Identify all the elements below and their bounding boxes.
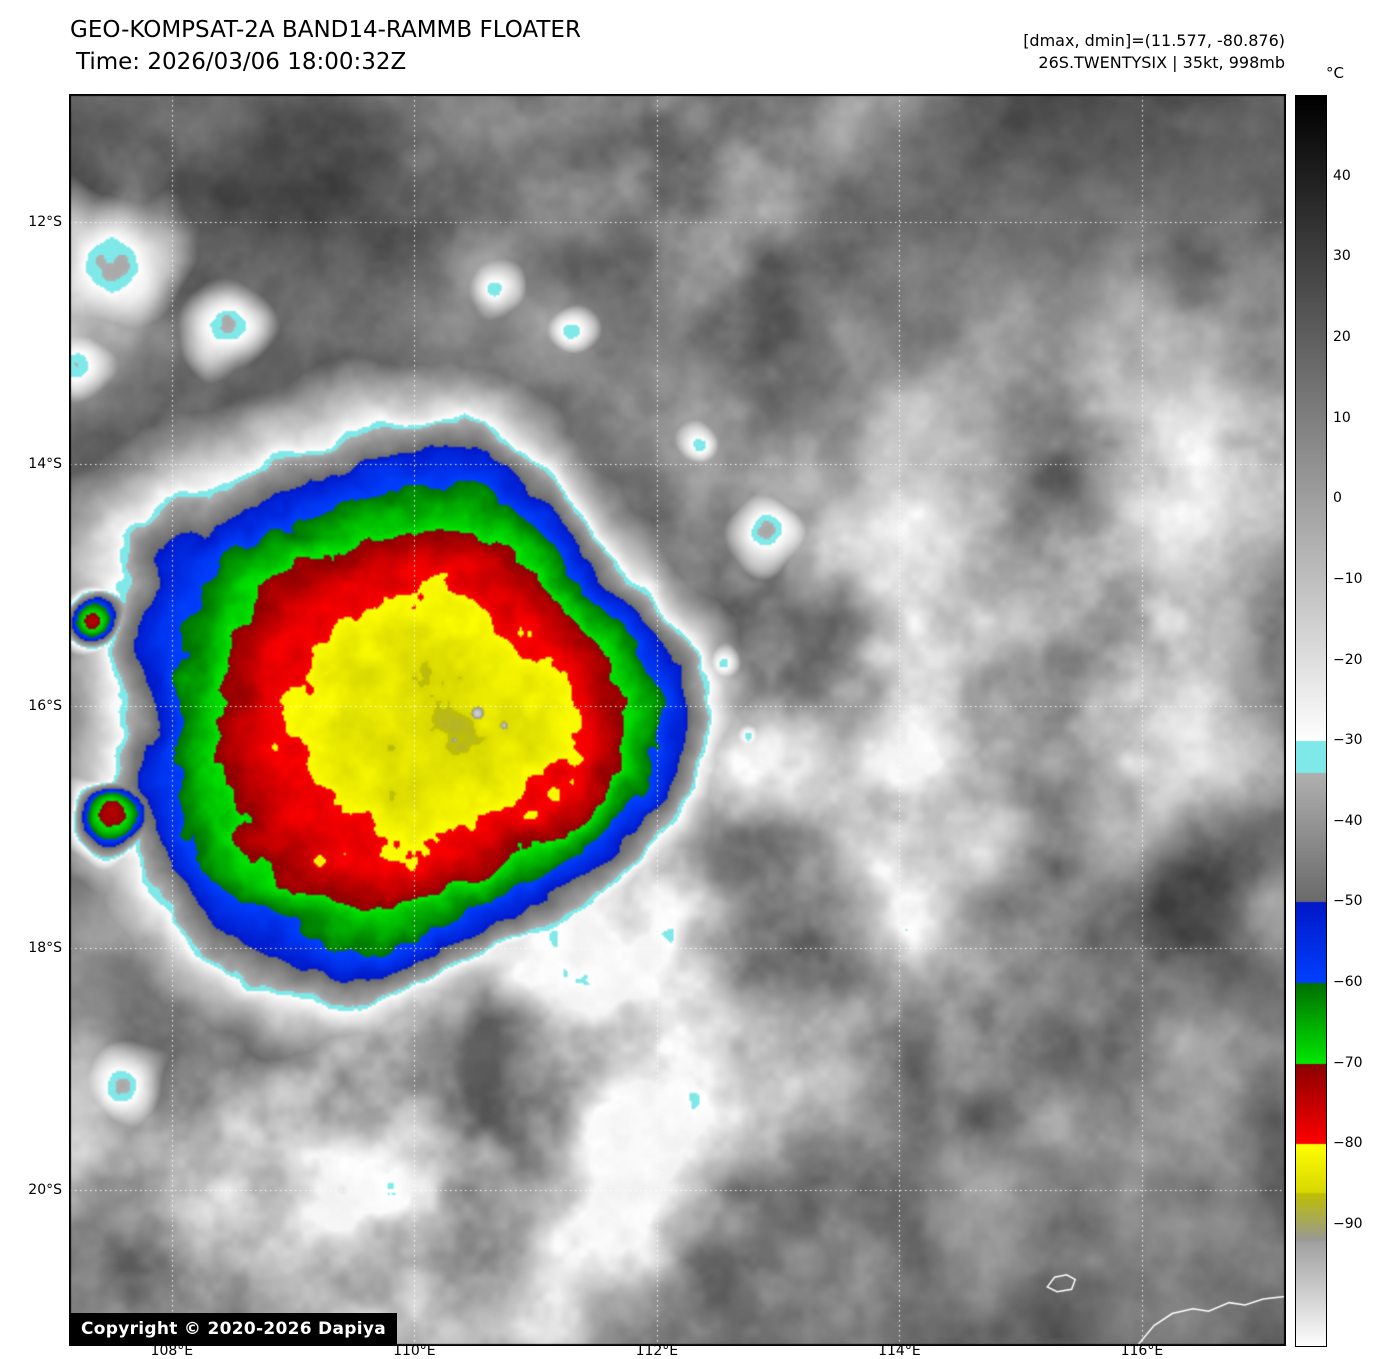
lon-tick-label: 114°E — [878, 1343, 921, 1359]
lon-tick-label: 108°E — [150, 1343, 194, 1359]
colorbar-canvas — [1295, 95, 1327, 1347]
colorbar-tick-label: −40 — [1333, 812, 1363, 829]
lat-tick-label: 16°S — [28, 698, 62, 715]
colorbar-tick-label: −90 — [1333, 1216, 1363, 1233]
lon-tick-label: 116°E — [1120, 1343, 1164, 1359]
lat-tick-label: 14°S — [28, 456, 62, 473]
lat-tick-label: 20°S — [28, 1182, 62, 1199]
colorbar-tick-label: −20 — [1333, 651, 1363, 668]
lon-tick-label: 112°E — [635, 1343, 679, 1359]
lat-tick-label: 18°S — [28, 940, 62, 957]
colorbar-tick-label: −80 — [1333, 1135, 1363, 1152]
colorbar-tick-label: −70 — [1333, 1054, 1363, 1071]
lon-tick-label: 110°E — [393, 1343, 436, 1359]
colorbar-tick-label: 0 — [1333, 490, 1342, 507]
colorbar-tick-label: −10 — [1333, 570, 1363, 587]
product-title: GEO-KOMPSAT-2A BAND14-RAMMB FLOATER — [70, 17, 581, 43]
colorbar-tick-label: 10 — [1333, 409, 1351, 426]
dmax-dmin-readout: [dmax, dmin]=(11.577, -80.876) — [1023, 31, 1285, 50]
colorbar-unit-label: °C — [1326, 64, 1344, 82]
colorbar-tick-label: 20 — [1333, 328, 1351, 345]
grid-overlay-canvas — [70, 95, 1285, 1345]
colorbar-tick-label: −50 — [1333, 893, 1363, 910]
colorbar-tick-label: −60 — [1333, 974, 1363, 991]
satellite-map: Copyright © 2020-2026 Dapiya — [69, 94, 1286, 1346]
storm-info-readout: 26S.TWENTYSIX | 35kt, 998mb — [1038, 53, 1285, 72]
header-right: [dmax, dmin]=(11.577, -80.876) 26S.TWENT… — [1023, 30, 1285, 74]
colorbar-tick-label: 40 — [1333, 167, 1351, 184]
colorbar-tick-label: −30 — [1333, 732, 1363, 749]
colorbar — [1295, 95, 1327, 1347]
header-left: GEO-KOMPSAT-2A BAND14-RAMMB FLOATER Time… — [70, 14, 581, 78]
lat-tick-label: 12°S — [28, 214, 62, 231]
colorbar-tick-label: 30 — [1333, 248, 1351, 265]
copyright-badge: Copyright © 2020-2026 Dapiya — [70, 1313, 397, 1345]
product-time: Time: 2026/03/06 18:00:32Z — [76, 49, 407, 75]
